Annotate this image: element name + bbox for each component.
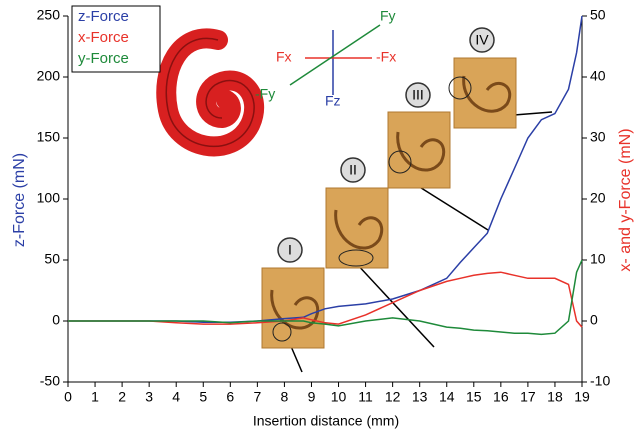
stage-photos: I II III IV [262,28,552,372]
x-tick-label: 7 [253,389,261,405]
x-tick-label: 0 [64,389,72,405]
x-tick-label: 14 [439,389,455,405]
legend-label: y-Force [78,50,129,67]
y2-tick-label: 30 [590,129,606,145]
x-tick-label: 2 [118,389,126,405]
x-tick-label: 3 [145,389,153,405]
stage-label: I [288,242,292,258]
data-line [68,272,582,327]
y2-tick-label: -10 [590,373,610,389]
y-axis-label: z-Force (mN) [11,153,28,247]
x-tick-label: 17 [520,389,536,405]
x-tick-label: 12 [385,389,401,405]
force-label: Fz [325,93,341,109]
x-tick-label: 19 [574,389,590,405]
y-tick-label: 150 [37,129,61,145]
y2-tick-label: 50 [590,7,606,23]
cochlea-model [166,38,254,146]
x-tick-label: 4 [172,389,180,405]
chart: Fy Fx -Fx -Fy Fz I II III IV Insertion d… [0,0,640,434]
y-tick-label: 0 [52,312,60,328]
x-tick-label: 9 [308,389,316,405]
x-tick-label: 15 [466,389,482,405]
stage-label: IV [475,32,489,48]
y-tick-label: 100 [37,190,61,206]
x-axis-label: Insertion distance (mm) [253,413,399,429]
force-label: Fx [276,49,292,65]
y2-tick-label: 20 [590,190,606,206]
force-label: -Fx [376,49,396,65]
force-diagram: Fy Fx -Fx -Fy Fz [255,8,396,109]
y2-tick-label: 40 [590,68,606,84]
x-tick-label: 5 [199,389,207,405]
x-tick-label: 10 [331,389,347,405]
legend-label: x-Force [78,29,129,46]
stage-label: II [349,162,357,178]
y-tick-label: 50 [44,251,60,267]
y-tick-label: 200 [37,68,61,84]
y-tick-label: 250 [37,7,61,23]
y2-tick-label: 10 [590,251,606,267]
stage-label: III [412,87,424,103]
force-label: Fy [380,8,396,24]
x-tick-label: 11 [358,389,373,405]
x-tick-label: 18 [547,389,563,405]
x-tick-label: 1 [91,389,99,405]
x-tick-label: 8 [281,389,289,405]
x-tick-label: 13 [412,389,428,405]
y-tick-label: -50 [40,373,60,389]
force-label: -Fy [255,86,275,102]
x-tick-label: 16 [493,389,509,405]
y2-axis-label: x- and y-Force (mN) [617,128,634,271]
x-tick-label: 6 [226,389,234,405]
legend-label: z-Force [78,8,129,25]
y2-tick-label: 0 [590,312,598,328]
